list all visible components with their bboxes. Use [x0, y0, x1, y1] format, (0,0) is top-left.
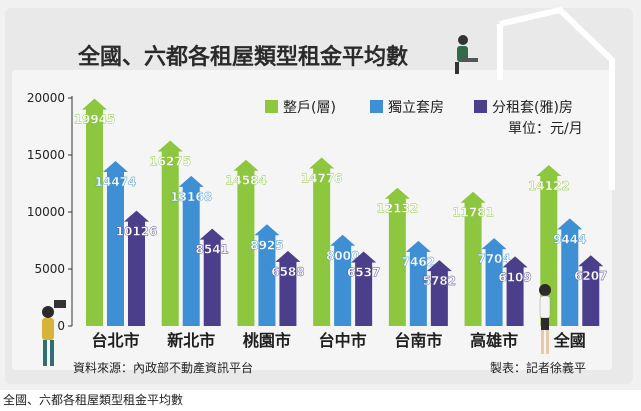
chart-title: 全國、六都各租屋類型租金平均數 [77, 44, 408, 70]
y-tick-label: 10000 [27, 205, 65, 219]
legend-label-whole: 整戶(層) [283, 100, 336, 116]
bar [124, 210, 149, 326]
data-label: 10126 [116, 225, 158, 239]
bar [157, 140, 183, 326]
data-label: 8541 [196, 243, 229, 257]
category-labels: 台北市 新北市 桃園市 台中市 台南市 高雄市 全國 [91, 331, 585, 350]
image-caption: 全國、六都各租屋類型租金平均數 [3, 393, 184, 407]
bar [426, 260, 452, 326]
data-label: 6588 [271, 265, 304, 279]
bar [481, 238, 507, 326]
y-axis: 0 5000 10000 15000 20000 [27, 91, 73, 333]
legend-label-suite: 獨立套房 [388, 100, 444, 116]
bar [351, 251, 377, 326]
bar [254, 224, 280, 326]
category-label: 新北市 [167, 331, 215, 350]
legend: 整戶(層) 獨立套房 分租套(雅)房 單位：元/月 [265, 100, 583, 137]
bar-group: 19945 14474 10126 [73, 98, 158, 326]
legend-swatch-suite [370, 100, 383, 113]
category-label: 全國 [553, 331, 586, 350]
bar [233, 159, 259, 326]
category-label: 台中市 [319, 331, 367, 350]
category-label: 高雄市 [470, 331, 518, 350]
bar [502, 256, 528, 326]
person-laptop-icon [455, 35, 478, 74]
data-label: 16275 [149, 154, 191, 168]
data-label: 11781 [452, 206, 494, 220]
bar [578, 255, 604, 326]
bar [103, 160, 128, 326]
bar-group: 12132 7462 5782 [376, 187, 456, 326]
bar [82, 98, 107, 326]
data-label: 8000 [326, 249, 359, 263]
data-label: 13168 [170, 190, 212, 204]
category-label: 桃園市 [243, 331, 291, 350]
data-label: 14122 [528, 179, 570, 193]
bar [199, 228, 225, 326]
legend-label-shared: 分租套(雅)房 [492, 100, 573, 116]
y-tick-label: 20000 [27, 91, 65, 105]
woman-figure-icon [539, 284, 551, 354]
data-label: 6207 [574, 269, 607, 283]
data-label: 9444 [553, 232, 586, 246]
bar [330, 234, 356, 326]
bar-group: 14584 8925 6588 [225, 159, 305, 326]
category-label: 台南市 [394, 331, 442, 350]
data-label: 12132 [376, 202, 418, 216]
legend-swatch-whole [265, 100, 278, 113]
data-label: 5782 [423, 274, 456, 288]
legend-swatch-shared [474, 100, 487, 113]
bar-group: 14776 8000 6537 [301, 157, 381, 326]
rent-chart: 全國、六都各租屋類型租金平均數 整戶(層) 獨立套房 分租套(雅)房 單位：元/… [12, 7, 615, 375]
data-label: 19945 [74, 113, 116, 127]
data-label: 14584 [225, 174, 267, 188]
unit-label: 單位：元/月 [508, 121, 583, 137]
source-note: 資料來源：內政部不動產資訊平台 [73, 360, 253, 375]
data-label: 7704 [477, 252, 510, 266]
bar [557, 218, 583, 326]
data-label: 14776 [301, 172, 343, 186]
bar-group: 16275 13168 8541 [149, 140, 229, 326]
data-label: 7462 [402, 255, 435, 269]
data-label: 6537 [347, 265, 380, 279]
data-label: 8925 [250, 238, 283, 252]
category-label: 台北市 [91, 331, 139, 350]
data-label: 14474 [95, 175, 137, 189]
bar-group: 11781 7704 6109 [452, 191, 532, 326]
data-label: 6109 [498, 270, 531, 284]
y-tick-label: 15000 [27, 148, 65, 162]
photographer-figure-icon [42, 300, 66, 366]
bar [460, 191, 486, 326]
bar [275, 250, 301, 326]
bar [384, 187, 410, 326]
credit-note: 製表：記者徐義平 [490, 360, 586, 375]
y-tick-label: 0 [57, 319, 65, 333]
bar [178, 175, 204, 326]
bar-group: 14122 9444 6207 [528, 165, 608, 326]
bar-groups: 19945 14474 10126 16275 13168 8541 14584 8925 65… [73, 98, 608, 326]
y-tick-label: 5000 [34, 262, 65, 276]
bar [309, 157, 335, 326]
bar [405, 240, 431, 326]
